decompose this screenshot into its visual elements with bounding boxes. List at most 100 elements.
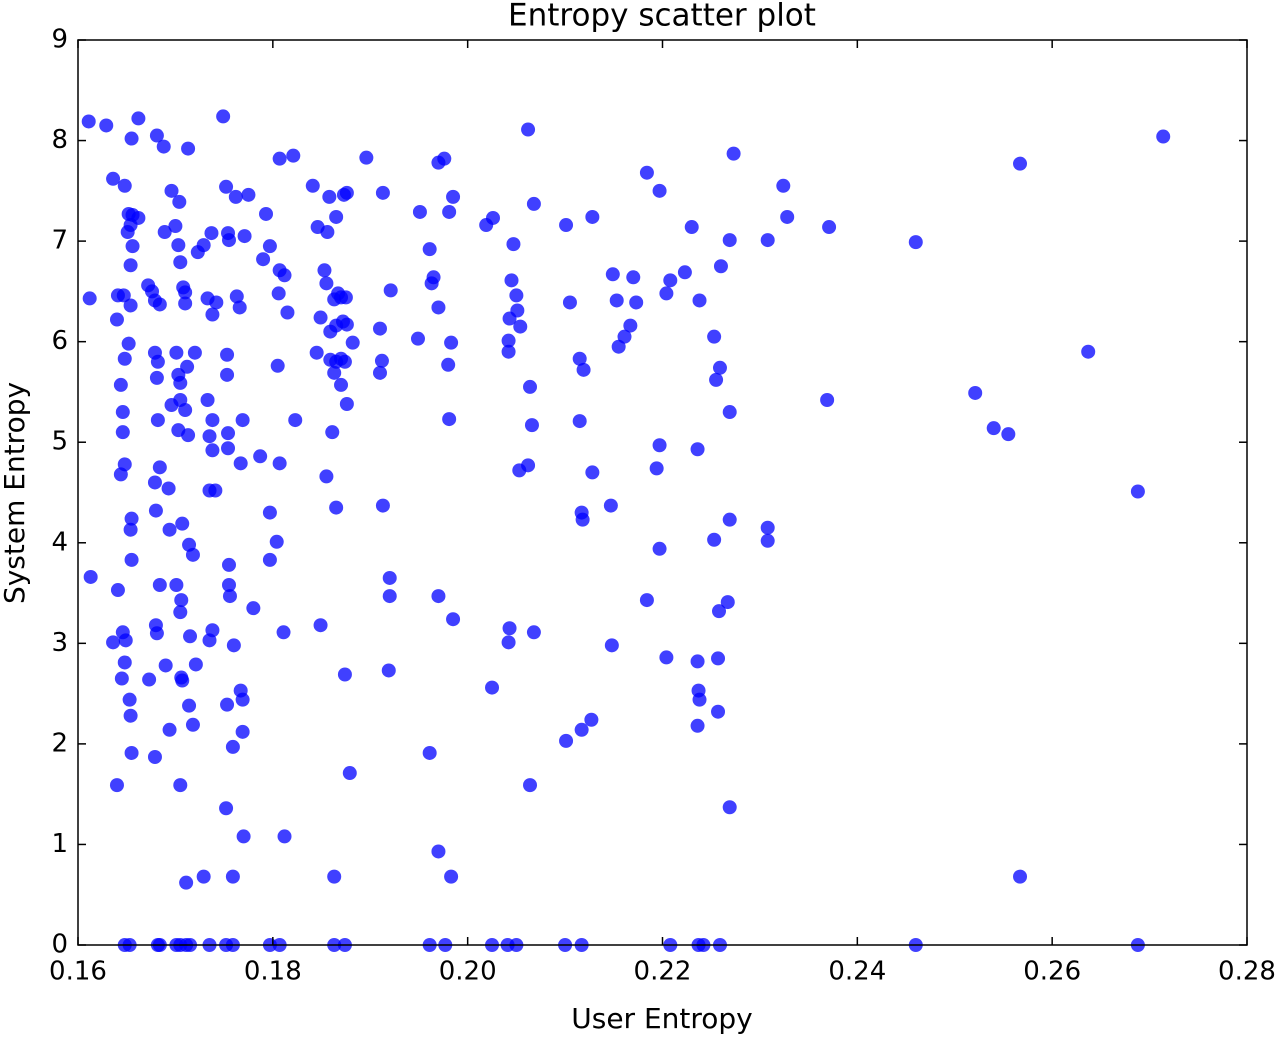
scatter-point [148,503,163,518]
scatter-point [142,672,157,687]
x-axis-label: User Entropy [571,1002,753,1035]
scatter-point [221,426,236,441]
scatter-point [319,276,334,291]
scatter-point [383,283,398,298]
scatter-point [220,697,235,712]
plot-frame [77,39,1248,946]
scatter-point [381,663,396,678]
scatter-point [626,270,641,285]
scatter-point [178,285,193,300]
scatter-point [337,667,352,682]
scatter-point [182,698,197,713]
y-tick-label: 8 [51,125,68,155]
scatter-point [305,178,320,193]
scatter-point [115,405,130,420]
scatter-point [162,722,177,737]
scatter-point [123,258,138,273]
y-tick-label: 6 [51,326,68,356]
scatter-point [117,178,132,193]
scatter-point [339,317,354,332]
scatter-point [106,171,121,186]
y-axis-label: System Entropy [0,382,31,604]
scatter-point [202,429,217,444]
scatter-point [109,312,124,327]
scatter-point [174,670,189,685]
scatter-point [722,233,737,248]
scatter-point [410,331,425,346]
scatter-point [168,219,183,234]
scatter-point [382,589,397,604]
x-tick-label: 0.18 [244,957,302,987]
scatter-point [262,552,277,567]
scatter-point [269,534,284,549]
scatter-point [649,461,664,476]
x-tick-label: 0.20 [439,957,497,987]
scatter-point [220,347,235,362]
scatter-point [502,311,517,326]
scatter-point [760,233,775,248]
scatter-point [442,204,457,219]
scatter-point [149,128,164,143]
scatter-point [372,321,387,336]
scatter-point [502,621,517,636]
scatter-point [431,844,446,859]
scatter-point [576,362,591,377]
scatter-point [232,300,247,315]
scatter-point [149,626,164,641]
scatter-point [422,745,437,760]
scatter-point [173,255,188,270]
scatter-point [652,541,667,556]
scatter-point [501,333,516,348]
scatter-point [639,593,654,608]
scatter-point [83,569,98,584]
scatter-point [431,300,446,315]
scatter-point [623,318,638,333]
scatter-point [228,189,243,204]
scatter-point [320,225,335,240]
scatter-point [271,286,286,301]
scatter-point [131,210,146,225]
scatter-point [722,800,737,815]
scatter-point [229,289,244,304]
scatter-point [113,467,128,482]
scatter-point [205,413,220,428]
scatter-point [504,273,519,288]
scatter-point [523,778,538,793]
scatter-point [559,733,574,748]
scatter-point [152,297,167,312]
scatter-point [196,869,211,884]
scatter-point [575,512,590,527]
scatter-point [345,335,360,350]
scatter-point [152,578,167,593]
scatter-point [225,739,240,754]
scatter-point [116,288,131,303]
scatter-point [124,745,139,760]
scatter-point [202,483,217,498]
y-tick-label: 7 [51,226,68,256]
scatter-point [262,239,277,254]
scatter-point [712,360,727,375]
scatter-point [684,220,699,235]
scatter-point [431,589,446,604]
scatter-point [110,583,125,598]
scatter-point [375,185,390,200]
scatter-point [690,654,705,669]
scatter-point [585,465,600,480]
scatter-point [585,209,600,224]
scatter-point [277,268,292,283]
scatter-point [256,252,271,267]
scatter-point [523,379,538,394]
scatter-point [968,385,983,400]
chart-title: Entropy scatter plot [508,0,816,34]
scatter-point [603,498,618,513]
scatter-point [272,151,287,166]
scatter-point [426,270,441,285]
scatter-point [313,618,328,633]
y-tick-label: 9 [51,25,68,55]
scatter-point [446,612,461,627]
scatter-point [562,295,577,310]
scatter-point [707,329,722,344]
scatter-point [178,403,193,418]
scatter-point [382,570,397,585]
scatter-point [760,520,775,535]
